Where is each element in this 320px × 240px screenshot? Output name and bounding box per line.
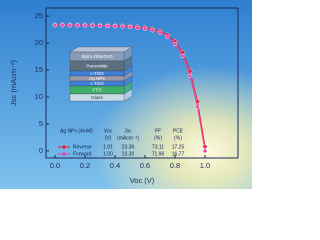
table-cell: 71.96 (152, 151, 165, 157)
x-axis-label: Voc (V) (130, 176, 155, 185)
y-axis-label: Jsc (mAcm⁻²) (9, 59, 18, 106)
data-point (187, 73, 193, 79)
layer-label: Ag NPs (89, 76, 105, 81)
data-point (75, 23, 80, 28)
x-tick-label: 0.4 (110, 161, 120, 170)
data-point (120, 24, 125, 29)
data-point (165, 35, 170, 40)
layer-label: c-TiO2 (90, 81, 104, 86)
legend-label: Reverse (73, 144, 92, 150)
table-header: Jsc (124, 128, 132, 134)
table-cell: 73.11 (152, 144, 164, 150)
data-point (127, 25, 133, 30)
x-tick-label: 1.0 (200, 161, 210, 170)
x-tick-label: 0.2 (80, 161, 90, 170)
layer-label: FTO (92, 88, 102, 93)
data-point (195, 104, 200, 109)
table-cell: 16.77 (172, 151, 185, 157)
table-unit: (%) (154, 135, 162, 141)
y-tick-label: 25 (35, 11, 43, 20)
x-tick-label: 0.8 (170, 161, 180, 170)
legend-label: Forward (73, 151, 92, 157)
data-point (82, 23, 88, 28)
x-tick-label: 0.6 (140, 161, 150, 170)
layer-label: Glass (91, 95, 103, 100)
table-cell: 1.00 (103, 151, 113, 157)
layer (69, 93, 125, 102)
table-cell: 1.01 (103, 144, 113, 150)
y-tick-label: 15 (35, 65, 43, 74)
parameter-table: Ag NPs (4mM) Voc Jsc FF PCE (V) (mAcm⁻²) (%) (%)… (58, 128, 184, 157)
data-point (180, 53, 185, 59)
data-point (135, 25, 140, 30)
data-point (97, 23, 103, 28)
table-header: Voc (104, 128, 113, 134)
table-header: Ag NPs (4mM) (60, 128, 93, 134)
table-cell: 23.30 (122, 151, 135, 157)
data-point (202, 148, 208, 154)
data-point (112, 24, 118, 29)
legend-marker (62, 152, 66, 156)
table-unit: (mAcm⁻²) (117, 135, 139, 141)
layer-label: Perovskite (86, 64, 108, 69)
data-point (105, 23, 110, 29)
y-tick-label: 20 (35, 38, 43, 47)
y-tick-label: 10 (35, 92, 43, 101)
table-header: PCE (173, 128, 184, 134)
table-unit: (V) (105, 135, 112, 141)
plot-frame (45, 7, 239, 159)
data-point (52, 23, 58, 28)
table-cell: 17.25 (172, 144, 185, 150)
data-point (142, 26, 148, 31)
table-header: FF (155, 128, 161, 134)
chart: Voc (V) Jsc (mAcm⁻²) Spiro-OMeTAD Perovsk… (0, 0, 252, 189)
layer-top (69, 46, 133, 53)
data-point (60, 23, 65, 28)
layer-label: c-TiO2 (90, 71, 104, 76)
y-tick-label: 5 (39, 119, 43, 128)
legend-marker (61, 144, 67, 150)
table-cell: 23.36 (122, 144, 135, 150)
data-point (90, 23, 95, 28)
data-point (172, 42, 178, 47)
data-point (150, 28, 155, 33)
x-tick-label: 0.0 (50, 161, 60, 170)
data-point (157, 30, 163, 35)
table-unit: (%) (174, 135, 182, 141)
y-tick-label: 0 (39, 146, 43, 155)
data-point (67, 23, 73, 28)
layer-label: Spiro-OMeTAD (81, 54, 113, 59)
